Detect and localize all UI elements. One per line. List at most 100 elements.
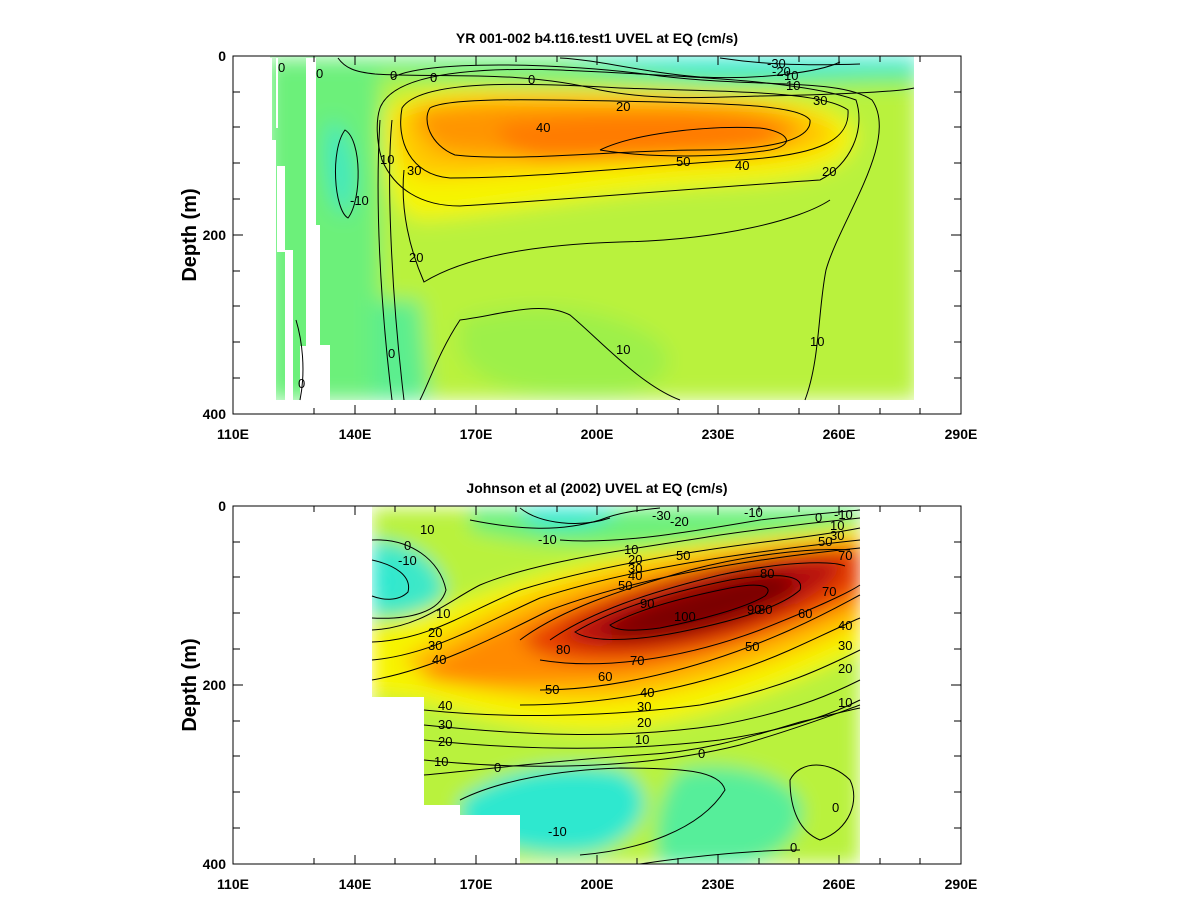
contour-label: 0 <box>528 72 535 87</box>
x-tick-label: 290E <box>945 426 978 442</box>
model-uvel-panel: YR 001-002 b4.t16.test1 UVEL at EQ (cm/s… <box>179 30 977 442</box>
contour-label: 10 <box>838 695 852 710</box>
contour-label: 40 <box>438 698 452 713</box>
contour-label: 60 <box>598 669 612 684</box>
contour-label: 40 <box>640 685 654 700</box>
contour-label: 50 <box>818 534 832 549</box>
contour-label: 10 <box>624 542 638 557</box>
contour-label: 0 <box>698 746 705 761</box>
contour-label: 10 <box>784 68 798 83</box>
contour-label: -30 <box>652 508 671 523</box>
contour-label: -10 <box>548 824 567 839</box>
no-data-mask <box>233 56 961 414</box>
contour-label: 20 <box>428 625 442 640</box>
contour-label: 10 <box>434 754 448 769</box>
contour-label: -10 <box>744 505 763 520</box>
contour-label: 10 <box>830 518 844 533</box>
x-tick-label: 170E <box>460 876 493 892</box>
x-tick-label: 230E <box>702 426 735 442</box>
contour-labels: 10 0 -10 -30 -20 -10 -10 0 -10 10 30 50 … <box>398 505 853 855</box>
contour-label: 80 <box>758 602 772 617</box>
contour-label: 90 <box>640 596 654 611</box>
contour-label: 0 <box>494 760 501 775</box>
contour-label: 0 <box>790 840 797 855</box>
contour-label: -10 <box>398 553 417 568</box>
contour-label: 10 <box>380 152 394 167</box>
contour-label: 10 <box>786 78 800 93</box>
contour-label: 0 <box>298 376 305 391</box>
contour-label: 50 <box>618 578 632 593</box>
y-tick-label: 200 <box>203 677 227 693</box>
x-tick-label: 140E <box>339 876 372 892</box>
x-tick-label: 260E <box>823 876 856 892</box>
y-tick-labels: 0 200 400 <box>203 48 227 422</box>
x-tick-label: 170E <box>460 426 493 442</box>
contour-label: 50 <box>545 682 559 697</box>
contour-label: 0 <box>388 346 395 361</box>
contour-label: 30 <box>637 699 651 714</box>
contour-label: 40 <box>735 158 749 173</box>
contour-label: 30 <box>813 93 827 108</box>
johnson-uvel-panel: Johnson et al (2002) UVEL at EQ (cm/s) D… <box>179 480 977 892</box>
contour-label: 20 <box>822 164 836 179</box>
y-tick-label: 400 <box>203 406 227 422</box>
y-tick-label: 0 <box>218 498 226 514</box>
contour-label: 0 <box>832 800 839 815</box>
contour-labels: 0 0 0 0 0 -30 -20 10 10 30 20 40 50 40 2… <box>278 56 836 391</box>
contour-label: 0 <box>430 70 437 85</box>
panel-title: Johnson et al (2002) UVEL at EQ (cm/s) <box>466 480 727 496</box>
axis-ticks <box>233 506 961 864</box>
contour-label: 20 <box>838 661 852 676</box>
contour-label: 0 <box>815 510 822 525</box>
contour-label: 40 <box>432 652 446 667</box>
contour-label: 70 <box>822 584 836 599</box>
velocity-field <box>233 56 961 414</box>
x-tick-label: 290E <box>945 876 978 892</box>
contour-label: 70 <box>838 548 852 563</box>
contour-label: 0 <box>390 68 397 83</box>
contour-label: 90 <box>747 602 761 617</box>
contour-label: 0 <box>404 538 411 553</box>
y-tick-label: 200 <box>203 227 227 243</box>
contour-label: 30 <box>830 528 844 543</box>
contour-label: 0 <box>316 66 323 81</box>
contour-label: 30 <box>628 561 642 576</box>
contour-label: 40 <box>628 568 642 583</box>
contour-label: 20 <box>438 734 452 749</box>
x-tick-label: 200E <box>581 876 614 892</box>
contour-label: 30 <box>838 638 852 653</box>
contour-lines <box>295 57 915 401</box>
contour-label: 30 <box>407 163 421 178</box>
panel-title: YR 001-002 b4.t16.test1 UVEL at EQ (cm/s… <box>456 30 738 46</box>
y-tick-label: 0 <box>218 48 226 64</box>
contour-label: 10 <box>436 606 450 621</box>
x-tick-labels: 110E 140E 170E 200E 230E 260E 290E <box>217 426 977 442</box>
contour-label: -20 <box>670 514 689 529</box>
contour-label: 0 <box>278 60 285 75</box>
contour-label: 40 <box>536 120 550 135</box>
contour-label: 100 <box>674 609 696 624</box>
contour-label: 30 <box>428 638 442 653</box>
x-tick-label: 110E <box>217 876 249 892</box>
contour-label: 20 <box>616 99 630 114</box>
x-tick-label: 200E <box>581 426 614 442</box>
contour-label: 80 <box>556 642 570 657</box>
x-tick-label: 140E <box>339 426 372 442</box>
y-axis-label: Depth (m) <box>179 188 201 281</box>
contour-label: 20 <box>637 715 651 730</box>
contour-label: 10 <box>420 522 434 537</box>
contour-label: 10 <box>616 342 630 357</box>
velocity-field <box>233 506 961 864</box>
contour-label: 50 <box>676 154 690 169</box>
contour-label: -10 <box>538 532 557 547</box>
contour-label: 40 <box>838 618 852 633</box>
contour-label: -30 <box>767 56 786 71</box>
contour-label: 50 <box>745 639 759 654</box>
contour-label: 10 <box>810 334 824 349</box>
no-data-mask <box>233 506 961 864</box>
contour-label: 20 <box>628 552 642 567</box>
contour-label: 10 <box>635 732 649 747</box>
axis-ticks <box>233 56 961 414</box>
contour-label: -20 <box>772 64 791 79</box>
